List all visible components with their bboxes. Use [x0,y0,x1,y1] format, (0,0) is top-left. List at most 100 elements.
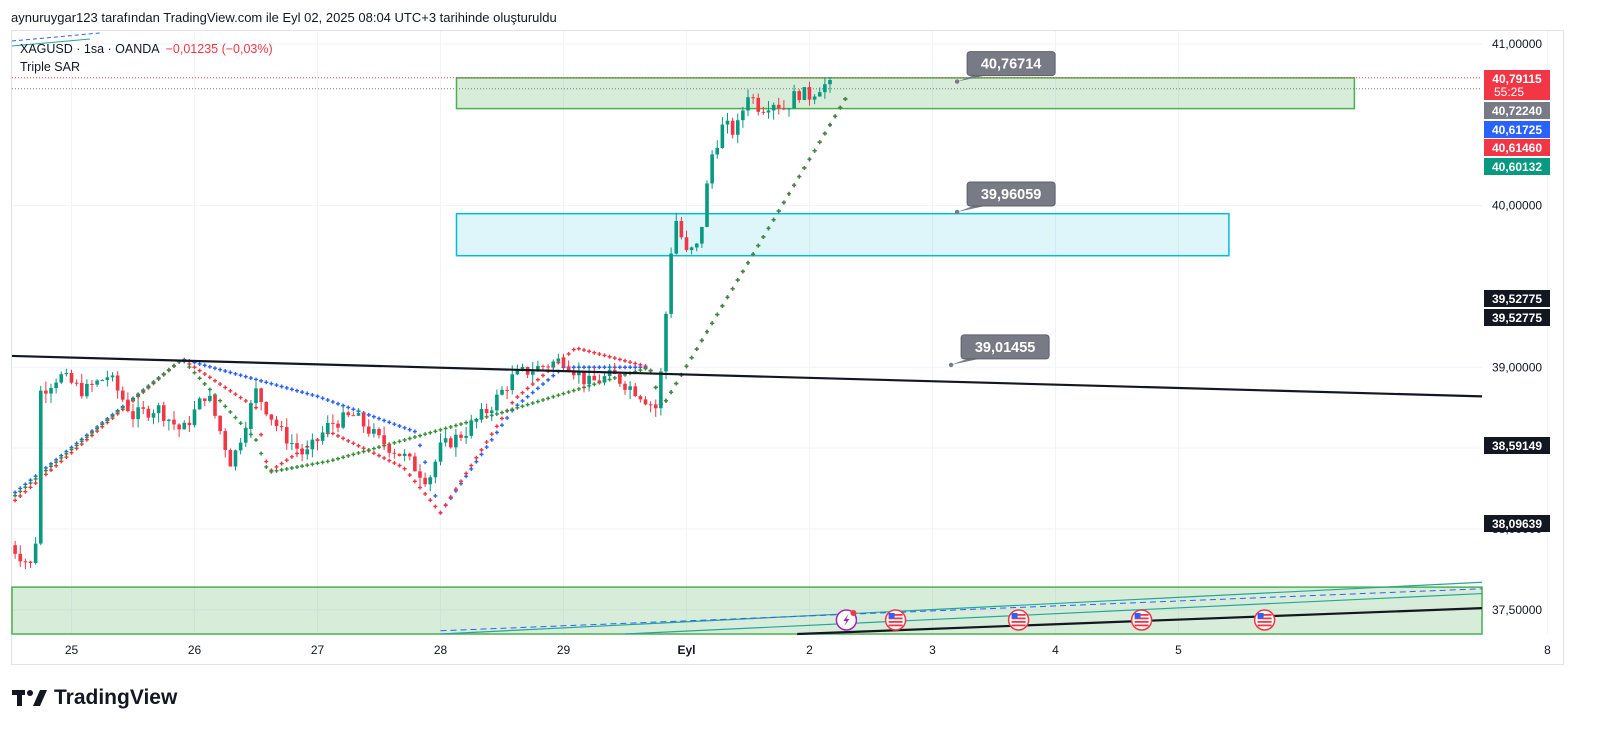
support-zone[interactable] [11,586,1483,635]
candle[interactable] [392,452,397,454]
channel-line-lower[interactable] [624,592,1483,635]
candle[interactable] [187,422,192,426]
channel-line-upper[interactable] [440,581,1483,635]
tradingview-logo[interactable]: TradingView [12,686,177,710]
candle[interactable] [95,380,99,385]
mid-zone[interactable] [455,212,1230,257]
candle[interactable] [500,389,504,395]
candle[interactable] [69,372,74,383]
candle[interactable] [505,389,509,391]
candle[interactable] [551,361,556,368]
candle[interactable] [284,427,289,444]
candle[interactable] [776,104,781,109]
candle[interactable] [802,87,807,100]
candle[interactable] [382,435,386,445]
candle[interactable] [105,377,110,381]
candle[interactable] [700,226,704,244]
candle[interactable] [151,413,156,418]
candle[interactable] [372,429,376,434]
candle[interactable] [428,477,433,485]
candle[interactable] [530,371,535,375]
candle[interactable] [274,419,279,427]
candle[interactable] [290,443,294,445]
candle[interactable] [730,120,735,135]
candle[interactable] [295,443,299,449]
candle[interactable] [249,403,253,429]
candle[interactable] [74,382,79,384]
candle[interactable] [817,92,822,97]
candle[interactable] [751,97,755,99]
candle[interactable] [110,375,115,378]
candle[interactable] [310,439,315,450]
candle[interactable] [418,471,422,478]
candle[interactable] [115,375,120,391]
candle[interactable] [633,386,638,397]
candle[interactable] [561,358,566,367]
candle[interactable] [146,408,151,418]
candle[interactable] [618,374,622,384]
candle[interactable] [454,434,458,448]
candle[interactable] [664,313,668,372]
candle[interactable] [438,442,443,462]
candle[interactable] [735,120,740,135]
candle[interactable] [756,97,761,112]
candle[interactable] [448,438,453,448]
descending-trendline[interactable] [11,354,1483,398]
candle[interactable] [823,84,827,93]
candle[interactable] [18,553,23,562]
candle[interactable] [269,414,274,420]
candle[interactable] [746,97,750,111]
candle[interactable] [761,111,766,113]
candle[interactable] [182,422,187,430]
candle[interactable] [413,456,417,472]
candle[interactable] [233,450,238,467]
candle[interactable] [684,237,689,251]
candle[interactable] [771,104,776,111]
candle[interactable] [602,376,607,383]
candle[interactable] [592,375,597,381]
candle[interactable] [792,91,796,109]
candle[interactable] [541,365,545,367]
candle[interactable] [679,220,684,238]
indicator-label[interactable]: Triple SAR [20,60,80,74]
candle[interactable] [366,426,371,434]
candle[interactable] [331,422,335,424]
candle[interactable] [49,388,53,394]
candle[interactable] [38,390,43,544]
candle[interactable] [710,154,714,184]
candle[interactable] [807,87,812,100]
candle[interactable] [397,453,402,456]
candle[interactable] [515,369,520,375]
candle[interactable] [459,434,463,438]
candle[interactable] [177,424,181,430]
candle[interactable] [387,444,392,453]
candle[interactable] [648,404,653,406]
candle[interactable] [474,419,479,422]
candle[interactable] [356,413,361,416]
callout-box[interactable] [966,51,1056,77]
candle[interactable] [520,366,525,370]
candle[interactable] [407,453,412,457]
candle[interactable] [208,395,212,401]
candle[interactable] [577,371,581,376]
candle[interactable] [377,429,381,436]
candle[interactable] [546,366,550,368]
candle[interactable] [279,426,284,428]
candle[interactable] [213,395,217,416]
candle[interactable] [136,407,140,420]
candle[interactable] [464,435,468,438]
candle[interactable] [812,96,817,100]
candle[interactable] [259,388,263,402]
candle[interactable] [566,366,571,372]
candle[interactable] [694,243,699,248]
candle[interactable] [828,79,832,85]
candle[interactable] [643,399,648,405]
candle[interactable] [536,365,540,372]
candle[interactable] [638,396,643,400]
candle[interactable] [228,449,233,467]
candle[interactable] [336,423,340,428]
candle[interactable] [54,382,58,389]
candle[interactable] [100,380,105,382]
candle[interactable] [131,411,135,420]
